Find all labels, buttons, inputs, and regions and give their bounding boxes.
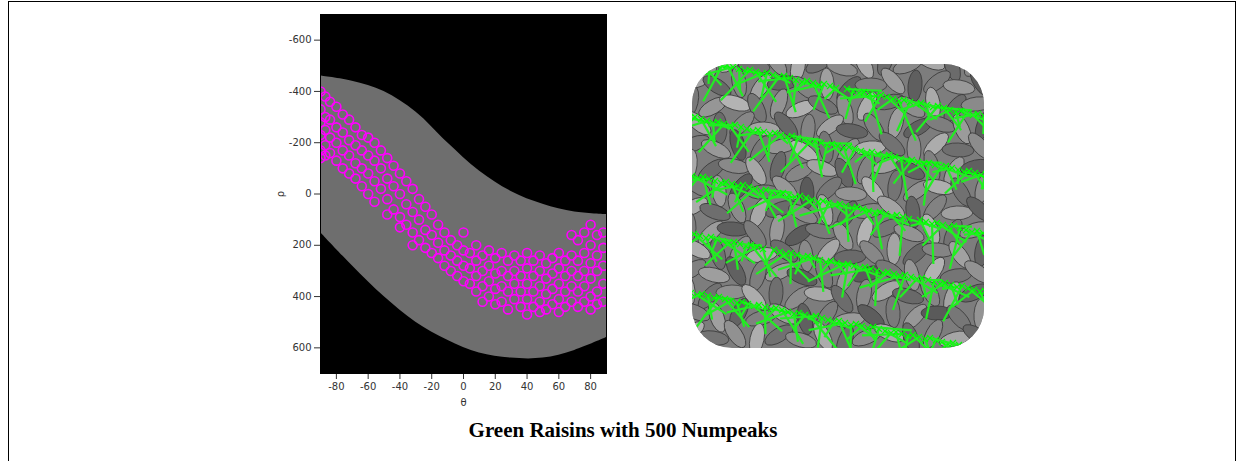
svg-text:-400: -400	[289, 86, 312, 97]
svg-text:-600: -600	[289, 34, 312, 45]
svg-text:-80: -80	[328, 381, 344, 392]
svg-text:θ: θ	[460, 397, 466, 408]
svg-text:ρ: ρ	[275, 191, 286, 197]
svg-text:60: 60	[552, 381, 565, 392]
svg-text:-40: -40	[392, 381, 408, 392]
svg-text:-200: -200	[289, 137, 312, 148]
svg-text:400: 400	[292, 291, 311, 302]
svg-text:0: 0	[305, 188, 311, 199]
svg-text:0: 0	[460, 381, 466, 392]
svg-text:80: 80	[584, 381, 597, 392]
svg-text:20: 20	[489, 381, 502, 392]
svg-text:-60: -60	[360, 381, 376, 392]
svg-text:-20: -20	[424, 381, 440, 392]
html-text:Green Raisins with 500 Numpeak: Green Raisins with 500 Numpeaks	[468, 418, 778, 442]
svg-text:200: 200	[292, 239, 311, 250]
svg-text:600: 600	[292, 342, 311, 353]
svg-text:40: 40	[521, 381, 534, 392]
